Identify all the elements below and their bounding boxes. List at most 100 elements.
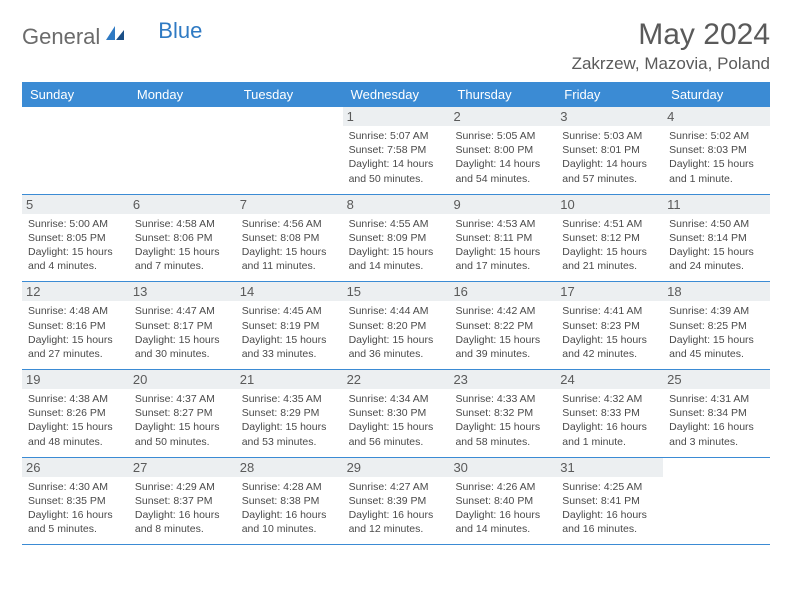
day-number: 9 bbox=[449, 195, 556, 214]
title-block: May 2024 Zakrzew, Mazovia, Poland bbox=[572, 18, 770, 74]
calendar-cell: 26Sunrise: 4:30 AMSunset: 8:35 PMDayligh… bbox=[22, 458, 129, 545]
day-number: 16 bbox=[449, 282, 556, 301]
month-title: May 2024 bbox=[572, 18, 770, 52]
day-headers-row: Sunday Monday Tuesday Wednesday Thursday… bbox=[22, 82, 770, 107]
sunrise-text: Sunrise: 4:37 AM bbox=[135, 392, 230, 406]
location-text: Zakrzew, Mazovia, Poland bbox=[572, 54, 770, 74]
sunset-text: Sunset: 8:09 PM bbox=[349, 231, 444, 245]
daylight-text: Daylight: 14 hours and 50 minutes. bbox=[349, 157, 444, 185]
day-number: 11 bbox=[663, 195, 770, 214]
calendar-cell: 24Sunrise: 4:32 AMSunset: 8:33 PMDayligh… bbox=[556, 370, 663, 457]
calendar-cell: 15Sunrise: 4:44 AMSunset: 8:20 PMDayligh… bbox=[343, 282, 450, 369]
day-number: 10 bbox=[556, 195, 663, 214]
sunrise-text: Sunrise: 4:27 AM bbox=[349, 480, 444, 494]
sun-info: Sunrise: 5:03 AMSunset: 8:01 PMDaylight:… bbox=[562, 129, 657, 186]
daylight-text: Daylight: 14 hours and 57 minutes. bbox=[562, 157, 657, 185]
calendar-cell: 19 Sunrise: 4:38 AMSunset: 8:26 PMDayligh… bbox=[22, 370, 129, 457]
day-number: 7 bbox=[236, 195, 343, 214]
day-number: 31 bbox=[556, 458, 663, 477]
sun-info: Sunrise: 4:33 AMSunset: 8:32 PMDaylight:… bbox=[455, 392, 550, 449]
sun-info: Sunrise: 4:25 AMSunset: 8:41 PMDaylight:… bbox=[562, 480, 657, 537]
day-number: 29 bbox=[343, 458, 450, 477]
daylight-text: Daylight: 15 hours and 53 minutes. bbox=[242, 420, 337, 448]
sunset-text: Sunset: 8:34 PM bbox=[669, 406, 764, 420]
sunrise-text: Sunrise: 4:50 AM bbox=[669, 217, 764, 231]
sunrise-text: Sunrise: 5:02 AM bbox=[669, 129, 764, 143]
daylight-text: Daylight: 16 hours and 8 minutes. bbox=[135, 508, 230, 536]
day-number: 18 bbox=[663, 282, 770, 301]
daylight-text: Daylight: 15 hours and 45 minutes. bbox=[669, 333, 764, 361]
daylight-text: Daylight: 15 hours and 24 minutes. bbox=[669, 245, 764, 273]
sun-info: Sunrise: 4:51 AMSunset: 8:12 PMDaylight:… bbox=[562, 217, 657, 274]
daylight-text: Daylight: 16 hours and 5 minutes. bbox=[28, 508, 123, 536]
sunset-text: Sunset: 8:27 PM bbox=[135, 406, 230, 420]
sunrise-text: Sunrise: 4:42 AM bbox=[455, 304, 550, 318]
daylight-text: Daylight: 15 hours and 1 minute. bbox=[669, 157, 764, 185]
sun-info: Sunrise: 4:28 AMSunset: 8:38 PMDaylight:… bbox=[242, 480, 337, 537]
sun-info: Sunrise: 4:44 AMSunset: 8:20 PMDaylight:… bbox=[349, 304, 444, 361]
daylight-text: Daylight: 15 hours and 42 minutes. bbox=[562, 333, 657, 361]
sunrise-text: Sunrise: 5:07 AM bbox=[349, 129, 444, 143]
day-number: 20 bbox=[129, 370, 236, 389]
daylight-text: Daylight: 15 hours and 4 minutes. bbox=[28, 245, 123, 273]
sail-icon bbox=[104, 24, 126, 47]
calendar-week: 5Sunrise: 5:00 AMSunset: 8:05 PMDaylight… bbox=[22, 195, 770, 283]
sun-info: Sunrise: 4:38 AMSunset: 8:26 PMDaylight:… bbox=[28, 392, 123, 449]
sunset-text: Sunset: 8:38 PM bbox=[242, 494, 337, 508]
sunrise-text: Sunrise: 4:31 AM bbox=[669, 392, 764, 406]
sun-info: Sunrise: 4:37 AMSunset: 8:27 PMDaylight:… bbox=[135, 392, 230, 449]
daylight-text: Daylight: 15 hours and 14 minutes. bbox=[349, 245, 444, 273]
sun-info: Sunrise: 4:29 AMSunset: 8:37 PMDaylight:… bbox=[135, 480, 230, 537]
sunset-text: Sunset: 8:12 PM bbox=[562, 231, 657, 245]
daylight-text: Daylight: 16 hours and 16 minutes. bbox=[562, 508, 657, 536]
day-header: Thursday bbox=[449, 82, 556, 107]
calendar-week: 12Sunrise: 4:48 AMSunset: 8:16 PMDayligh… bbox=[22, 282, 770, 370]
sunset-text: Sunset: 8:19 PM bbox=[242, 319, 337, 333]
day-number: 28 bbox=[236, 458, 343, 477]
sun-info: Sunrise: 4:27 AMSunset: 8:39 PMDaylight:… bbox=[349, 480, 444, 537]
calendar-cell: 7Sunrise: 4:56 AMSunset: 8:08 PMDaylight… bbox=[236, 195, 343, 282]
calendar-cell: 16 Sunrise: 4:42 AMSunset: 8:22 PMDayligh… bbox=[449, 282, 556, 369]
daylight-text: Daylight: 14 hours and 54 minutes. bbox=[455, 157, 550, 185]
day-number: 19 bbox=[22, 370, 129, 389]
daylight-text: Daylight: 15 hours and 21 minutes. bbox=[562, 245, 657, 273]
calendar-cell: 8 Sunrise: 4:55 AMSunset: 8:09 PMDaylight… bbox=[343, 195, 450, 282]
sunset-text: Sunset: 8:40 PM bbox=[455, 494, 550, 508]
sunrise-text: Sunrise: 4:32 AM bbox=[562, 392, 657, 406]
sunset-text: Sunset: 8:11 PM bbox=[455, 231, 550, 245]
day-header: Saturday bbox=[663, 82, 770, 107]
daylight-text: Daylight: 15 hours and 17 minutes. bbox=[455, 245, 550, 273]
day-header: Tuesday bbox=[236, 82, 343, 107]
calendar-cell bbox=[236, 107, 343, 194]
daylight-text: Daylight: 15 hours and 7 minutes. bbox=[135, 245, 230, 273]
sunrise-text: Sunrise: 4:47 AM bbox=[135, 304, 230, 318]
day-number: 1 bbox=[343, 107, 450, 126]
daylight-text: Daylight: 16 hours and 10 minutes. bbox=[242, 508, 337, 536]
day-number: 12 bbox=[22, 282, 129, 301]
sunrise-text: Sunrise: 4:33 AM bbox=[455, 392, 550, 406]
weeks-container: 1Sunrise: 5:07 AMSunset: 7:58 PMDaylight… bbox=[22, 107, 770, 545]
sunrise-text: Sunrise: 4:39 AM bbox=[669, 304, 764, 318]
daylight-text: Daylight: 15 hours and 39 minutes. bbox=[455, 333, 550, 361]
calendar-cell: 20 Sunrise: 4:37 AMSunset: 8:27 PMDayligh… bbox=[129, 370, 236, 457]
daylight-text: Daylight: 16 hours and 12 minutes. bbox=[349, 508, 444, 536]
sunrise-text: Sunrise: 5:03 AM bbox=[562, 129, 657, 143]
sun-info: Sunrise: 4:30 AMSunset: 8:35 PMDaylight:… bbox=[28, 480, 123, 537]
sun-info: Sunrise: 4:50 AMSunset: 8:14 PMDaylight:… bbox=[669, 217, 764, 274]
header: General Blue May 2024 Zakrzew, Mazovia, … bbox=[22, 18, 770, 74]
sunrise-text: Sunrise: 4:51 AM bbox=[562, 217, 657, 231]
sunrise-text: Sunrise: 4:55 AM bbox=[349, 217, 444, 231]
brand-logo: General Blue bbox=[22, 18, 202, 50]
sun-info: Sunrise: 4:42 AMSunset: 8:22 PMDaylight:… bbox=[455, 304, 550, 361]
calendar-cell: 28 Sunrise: 4:28 AMSunset: 8:38 PMDayligh… bbox=[236, 458, 343, 545]
sunrise-text: Sunrise: 4:34 AM bbox=[349, 392, 444, 406]
sunrise-text: Sunrise: 4:25 AM bbox=[562, 480, 657, 494]
daylight-text: Daylight: 15 hours and 56 minutes. bbox=[349, 420, 444, 448]
sunrise-text: Sunrise: 4:53 AM bbox=[455, 217, 550, 231]
calendar: Sunday Monday Tuesday Wednesday Thursday… bbox=[22, 82, 770, 545]
calendar-cell bbox=[663, 458, 770, 545]
sun-info: Sunrise: 4:47 AMSunset: 8:17 PMDaylight:… bbox=[135, 304, 230, 361]
sun-info: Sunrise: 5:00 AMSunset: 8:05 PMDaylight:… bbox=[28, 217, 123, 274]
sunset-text: Sunset: 8:37 PM bbox=[135, 494, 230, 508]
day-number: 8 bbox=[343, 195, 450, 214]
